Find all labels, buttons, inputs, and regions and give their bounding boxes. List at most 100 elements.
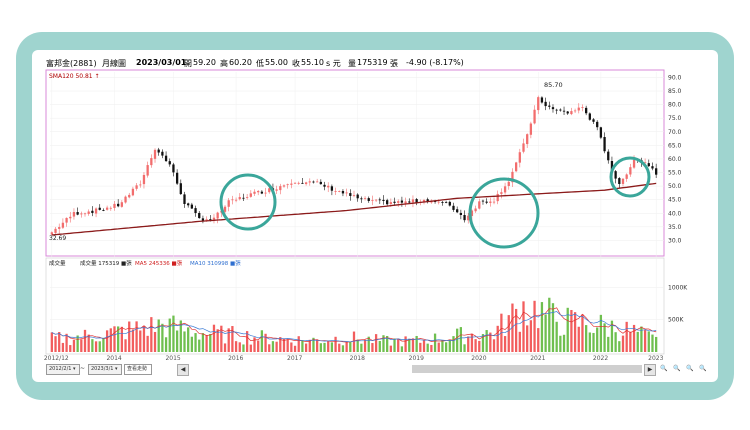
volume-bar — [131, 329, 135, 352]
candle-body — [312, 181, 315, 183]
highlight-circle-2020 — [468, 177, 540, 249]
volume-bar — [327, 340, 330, 352]
end-date-select[interactable]: 2023/3/1 ▾ — [88, 364, 122, 375]
high-marker: 85.70 — [544, 81, 563, 89]
candle-body — [179, 183, 182, 195]
candle-body — [448, 201, 451, 206]
candle-body — [444, 202, 448, 203]
volume-bar — [61, 342, 65, 352]
candle-body — [124, 196, 127, 203]
volume-ma10-line — [51, 311, 657, 343]
volume-bar — [485, 330, 488, 352]
volume-bar — [54, 336, 57, 352]
candle-body — [496, 193, 499, 202]
candle-body — [109, 207, 112, 209]
price-tick-label: 60.0 — [668, 156, 682, 163]
start-date-select[interactable]: 2012/2/1 ▾ — [46, 364, 80, 375]
volume-bar — [198, 339, 201, 352]
candle-body — [588, 113, 591, 120]
close-value: 55.10 — [301, 58, 324, 67]
change-value: -4.90 (-8.17%) — [406, 58, 464, 67]
candle-body — [293, 182, 297, 184]
volume-bar — [231, 326, 234, 352]
candle-body — [511, 171, 514, 183]
price-tick-label: 40.0 — [668, 210, 682, 217]
volume-bar — [150, 317, 153, 352]
volume-bar — [481, 334, 485, 352]
time-scrollbar[interactable] — [412, 365, 642, 373]
view-trend-button[interactable]: 查看走勢 — [124, 364, 152, 375]
volume-bar — [142, 325, 146, 352]
volume-bar — [544, 314, 547, 352]
zoom-icon-4[interactable]: 🔍 — [699, 365, 707, 372]
volume-bar — [393, 338, 396, 352]
candle-body — [286, 184, 289, 186]
candle-body — [596, 121, 599, 128]
candle-body — [223, 206, 227, 212]
volume-bar — [80, 339, 83, 352]
candle-body — [65, 217, 68, 223]
candle-body — [408, 201, 411, 203]
candle-body — [548, 105, 551, 107]
candle-body — [187, 203, 190, 206]
volume-bar — [603, 323, 606, 352]
volume-bar — [50, 332, 53, 352]
volume-bar — [330, 342, 334, 352]
candle-body — [386, 200, 389, 205]
candle-body — [356, 194, 359, 199]
candle-body — [131, 188, 135, 196]
ma5-legend: MA5 245336 ■張 — [135, 260, 183, 267]
volume-bar — [378, 340, 381, 352]
candle-body — [80, 213, 83, 215]
candle-body — [570, 111, 573, 115]
candle-body — [382, 199, 385, 201]
volume-bar — [253, 337, 256, 352]
candle-body — [249, 193, 252, 197]
candle-body — [183, 194, 186, 204]
volume-bar — [323, 342, 326, 352]
volume-bar — [614, 332, 617, 352]
zoom-icon-1[interactable]: 🔍 — [660, 365, 668, 372]
volume-bar — [83, 329, 87, 352]
volume-bar — [345, 342, 348, 352]
volume-bar — [430, 344, 433, 352]
volume-label: 量 — [348, 59, 356, 68]
status-bar: 2012/2/1 ▾ ~ 2023/3/1 ▾ 查看走勢 ◀ ▶ 🔍 🔍 🔍 🔍 — [32, 362, 718, 380]
volume-bar — [507, 315, 510, 352]
zoom-icon-2[interactable]: 🔍 — [673, 365, 681, 372]
candle-body — [146, 165, 149, 176]
x-tick-label: 2019 — [409, 355, 424, 362]
candle-body — [599, 127, 603, 138]
volume-bar — [518, 331, 521, 352]
candle-body — [201, 218, 205, 221]
scroll-right-button[interactable]: ▶ — [644, 364, 656, 376]
volume-bar — [275, 341, 278, 352]
candle-body — [334, 191, 337, 192]
candle-body — [625, 174, 628, 179]
volume-bar — [426, 343, 429, 352]
volume-bar — [279, 337, 282, 352]
scroll-left-button[interactable]: ◀ — [177, 364, 189, 376]
volume-bar — [397, 338, 400, 352]
zoom-icon-3[interactable]: 🔍 — [686, 365, 694, 372]
volume-bar — [585, 325, 588, 352]
candle-body — [327, 185, 330, 188]
volume-bar — [98, 341, 101, 352]
candle-body — [485, 201, 488, 203]
volume-bar — [205, 335, 208, 352]
volume-bar — [415, 335, 418, 352]
candle-body — [238, 197, 241, 200]
volume-bar — [400, 346, 404, 352]
candle-body — [352, 195, 356, 197]
volume-bar — [293, 345, 297, 352]
volume-bar — [179, 320, 182, 352]
volume-bar — [629, 331, 632, 352]
candle-body — [514, 162, 518, 172]
x-tick-label: 2014 — [106, 355, 121, 362]
price-tick-label: 45.0 — [668, 197, 682, 204]
volume-bar — [441, 340, 444, 352]
candle-body — [83, 213, 87, 215]
candle-body — [245, 197, 249, 198]
candle-body — [629, 167, 632, 175]
candle-body — [411, 199, 415, 203]
